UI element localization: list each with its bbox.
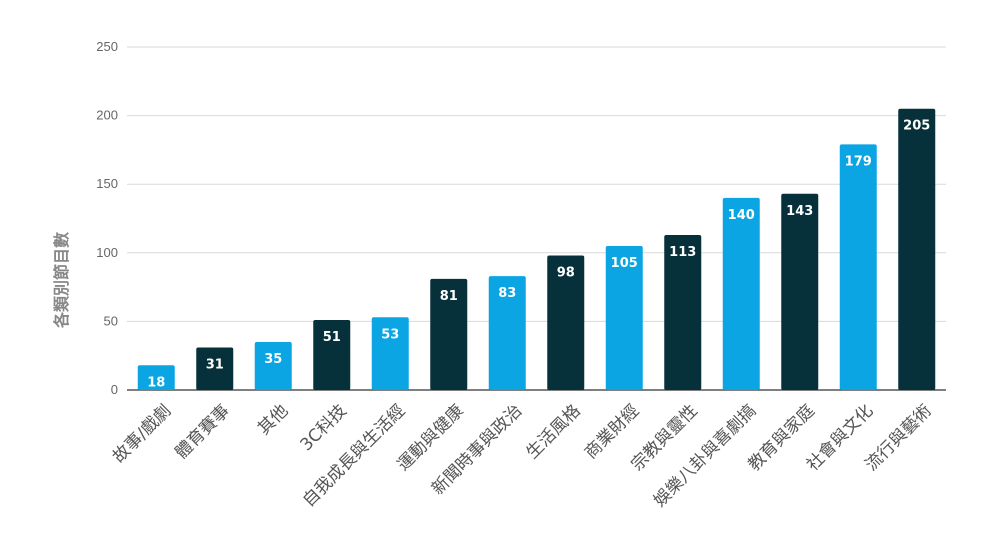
y-tick-label: 100 (96, 245, 118, 260)
y-tick-label: 250 (96, 39, 118, 54)
x-category-label: 3C科技 (297, 401, 351, 455)
y-axis-title: 各類別節目數 (52, 232, 71, 329)
bar (488, 276, 526, 390)
x-category-label: 娛樂八卦與喜劇搞 (650, 401, 760, 511)
data-label: 140 (728, 208, 755, 223)
data-label: 51 (323, 330, 341, 345)
y-tick-label: 50 (104, 313, 118, 328)
bar (313, 320, 351, 390)
x-category-label: 生活風格 (523, 401, 585, 463)
bars: 18 31 35 51 53 81 83 98 105 113 140 143 179 205 (137, 108, 936, 391)
bar (664, 234, 702, 390)
y-tick-label: 200 (96, 108, 118, 123)
bar (547, 255, 585, 390)
bar (196, 347, 234, 390)
bar (254, 341, 292, 390)
bar (430, 278, 468, 390)
bar (781, 193, 819, 390)
x-category-label: 故事/戲劇 (109, 401, 175, 467)
data-label: 35 (264, 352, 282, 367)
data-label: 81 (440, 289, 458, 304)
bar (839, 144, 877, 390)
bar (605, 245, 643, 390)
x-category-label: 自我成長與生活經 (299, 401, 409, 511)
data-label: 53 (381, 327, 399, 342)
data-label: 143 (786, 204, 813, 219)
data-label: 98 (557, 266, 575, 281)
bar (722, 197, 760, 390)
x-category-label: 其他 (254, 401, 292, 439)
bar (898, 108, 936, 391)
data-label: 179 (845, 154, 872, 169)
data-label: 205 (903, 119, 930, 134)
gridlines (127, 46, 946, 391)
data-label: 105 (611, 256, 638, 271)
bar (371, 317, 409, 390)
bar (137, 365, 175, 390)
y-tick-label: 150 (96, 176, 118, 191)
y-tick-label: 0 (111, 382, 118, 397)
x-category-label: 體育賽事 (171, 400, 234, 463)
y-axis-ticks: 0 50 100 150 200 250 (96, 39, 118, 397)
data-label: 31 (206, 357, 224, 372)
data-label: 18 (147, 375, 165, 390)
data-label: 83 (498, 286, 516, 301)
data-label: 113 (669, 245, 696, 260)
